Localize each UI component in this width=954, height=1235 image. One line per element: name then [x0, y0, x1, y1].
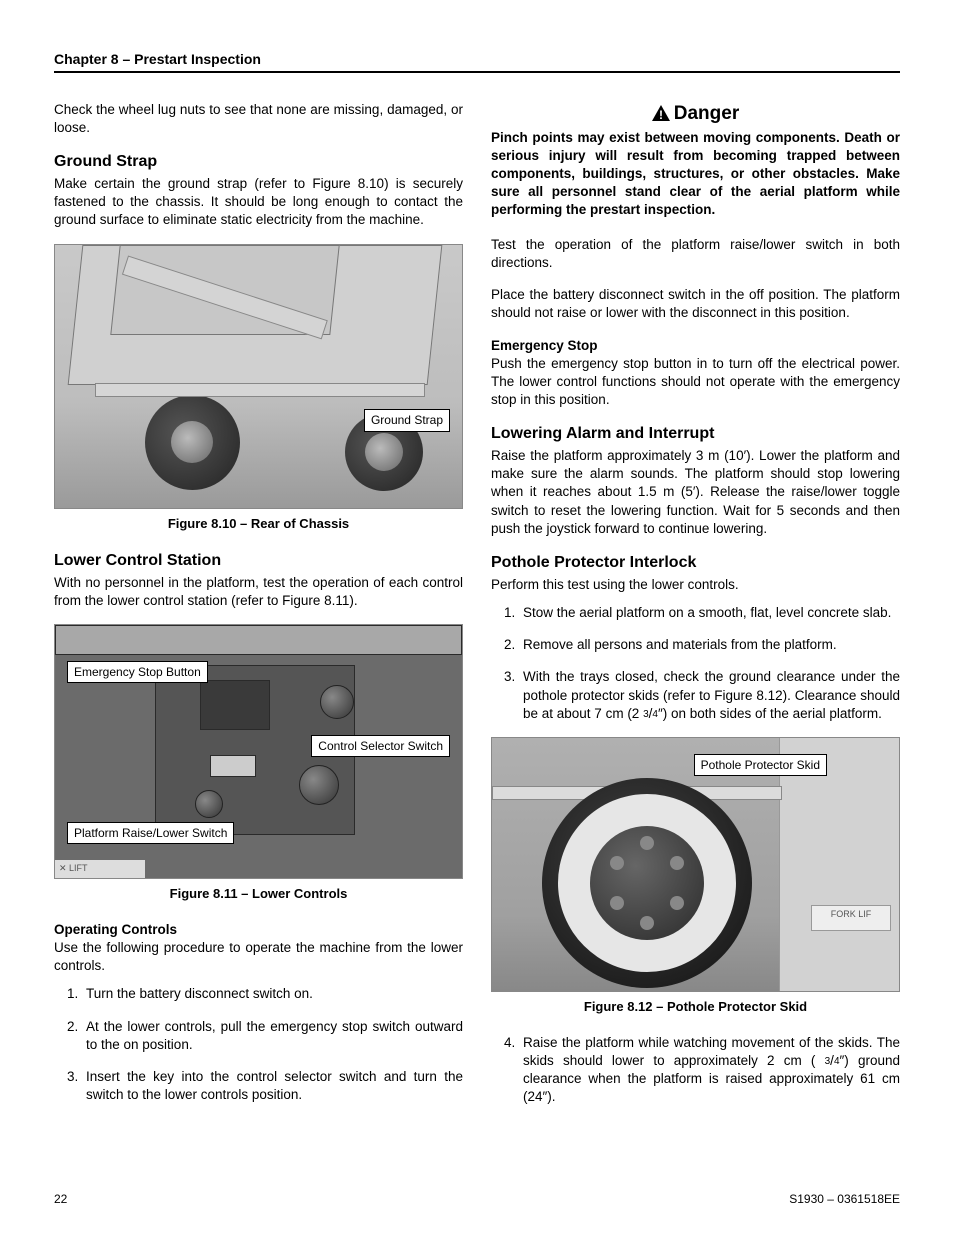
intro-text: Check the wheel lug nuts to see that non…	[54, 101, 463, 137]
list-item: Turn the battery disconnect switch on.	[82, 985, 463, 1003]
heading-lower-control: Lower Control Station	[54, 550, 463, 572]
figure-8-10: Ground Strap Figure 8.10 – Rear of Chass…	[54, 244, 463, 533]
left-column: Check the wheel lug nuts to see that non…	[54, 101, 463, 1121]
list-pothole-b: Raise the platform while watching moveme…	[491, 1034, 900, 1107]
list-item: Raise the platform while watching moveme…	[519, 1034, 900, 1107]
callout-emergency-stop: Emergency Stop Button	[67, 661, 208, 683]
warning-icon: !	[652, 105, 670, 121]
callout-pothole-skid: Pothole Protector Skid	[694, 754, 827, 776]
para-test-operation: Test the operation of the platform raise…	[491, 236, 900, 272]
figure-8-11-image: ✕ LIFT Emergency Stop Button Control Sel…	[54, 624, 463, 879]
para-emergency-stop: Push the emergency stop button in to tur…	[491, 355, 900, 410]
para-pothole: Perform this test using the lower contro…	[491, 576, 900, 594]
subhead-operating-controls: Operating Controls	[54, 921, 463, 939]
right-column: ! Danger Pinch points may exist between m…	[491, 101, 900, 1121]
figure-8-10-caption: Figure 8.10 – Rear of Chassis	[54, 515, 463, 533]
list-item: Insert the key into the control selector…	[82, 1068, 463, 1104]
content-columns: Check the wheel lug nuts to see that non…	[54, 101, 900, 1121]
danger-heading: ! Danger	[491, 101, 900, 127]
figure-8-12: FORK LIF Pothole Protector Skid Figure 8…	[491, 737, 900, 1016]
figure-8-10-image: Ground Strap	[54, 244, 463, 509]
subhead-emergency-stop: Emergency Stop	[491, 337, 900, 355]
callout-raise-lower: Platform Raise/Lower Switch	[67, 822, 234, 844]
figure-8-12-caption: Figure 8.12 – Pothole Protector Skid	[491, 998, 900, 1016]
para-lower-control: With no personnel in the platform, test …	[54, 574, 463, 610]
page-footer: 22 S1930 – 0361518EE	[54, 1191, 900, 1207]
para-lowering-alarm: Raise the platform approximately 3 m (10…	[491, 447, 900, 538]
list-operating-controls: Turn the battery disconnect switch on. A…	[54, 985, 463, 1104]
page-number: 22	[54, 1191, 67, 1207]
heading-pothole: Pothole Protector Interlock	[491, 552, 900, 574]
list-item: With the trays closed, check the ground …	[519, 668, 900, 723]
figure-8-11: ✕ LIFT Emergency Stop Button Control Sel…	[54, 624, 463, 903]
para-operating-controls: Use the following procedure to operate t…	[54, 939, 463, 975]
list-item: Remove all persons and materials from th…	[519, 636, 900, 654]
heading-lowering-alarm: Lowering Alarm and Interrupt	[491, 423, 900, 445]
list-item: Stow the aerial platform on a smooth, fl…	[519, 604, 900, 622]
list-pothole-a: Stow the aerial platform on a smooth, fl…	[491, 604, 900, 723]
danger-body: Pinch points may exist between moving co…	[491, 129, 900, 220]
para-ground-strap: Make certain the ground strap (refer to …	[54, 175, 463, 230]
svg-text:!: !	[659, 108, 663, 121]
list-item: At the lower controls, pull the emergenc…	[82, 1018, 463, 1054]
callout-ground-strap: Ground Strap	[364, 409, 450, 431]
danger-title-text: Danger	[674, 103, 739, 124]
figure-8-11-caption: Figure 8.11 – Lower Controls	[54, 885, 463, 903]
callout-selector-switch: Control Selector Switch	[311, 735, 450, 757]
chapter-header: Chapter 8 – Prestart Inspection	[54, 50, 900, 73]
figure-8-12-image: FORK LIF Pothole Protector Skid	[491, 737, 900, 992]
doc-id: S1930 – 0361518EE	[789, 1191, 900, 1207]
para-disconnect: Place the battery disconnect switch in t…	[491, 286, 900, 322]
heading-ground-strap: Ground Strap	[54, 151, 463, 173]
